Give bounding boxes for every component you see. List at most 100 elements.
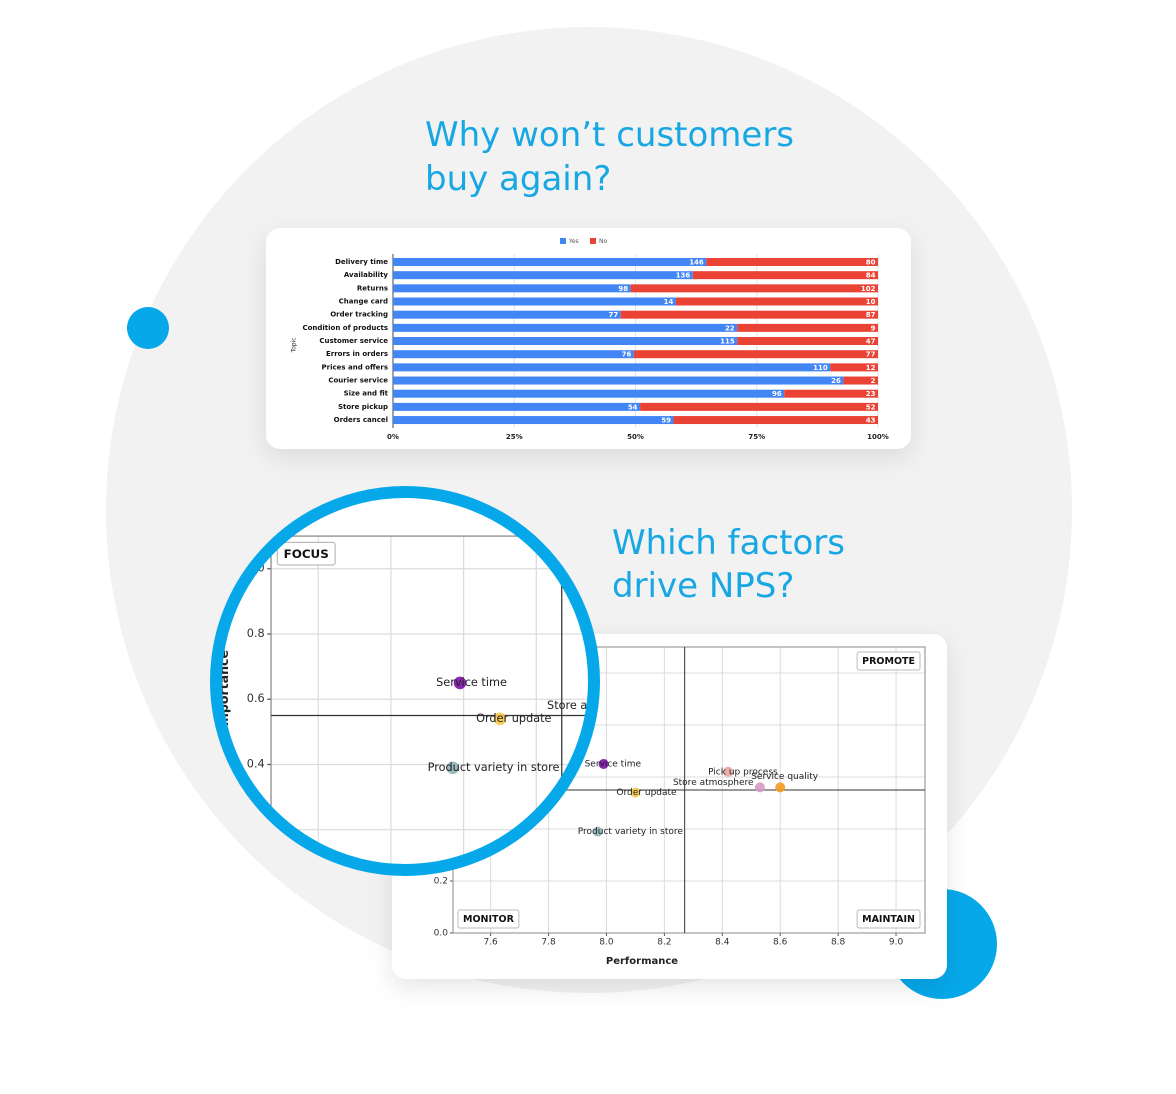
x-tick-label: 7.6	[483, 938, 498, 948]
x-tick-label: 8.8	[831, 938, 846, 948]
bar-segment	[640, 402, 878, 411]
bar-segment	[393, 416, 674, 425]
category-label: Delivery time	[335, 258, 388, 266]
y-tick-label: 0.4	[247, 757, 265, 770]
bar-segment	[393, 258, 707, 266]
point	[592, 826, 603, 837]
point	[630, 787, 641, 798]
bar-segment	[393, 337, 738, 346]
point	[754, 782, 765, 793]
value-label: 77	[866, 351, 876, 359]
heading-line: drive NPS?	[612, 566, 794, 606]
quadrant-label: FOCUS	[284, 547, 329, 561]
point	[775, 782, 786, 793]
point-label: Store atmosphere	[547, 699, 648, 712]
value-label: 9	[871, 324, 876, 332]
heading-line: buy again?	[425, 159, 611, 199]
point-label: Store atmosphere	[673, 778, 754, 788]
x-tick-label: 25%	[506, 433, 523, 441]
point-label: Order update	[476, 712, 551, 725]
point	[453, 676, 467, 690]
value-label: 12	[866, 364, 876, 372]
quadrant-box	[856, 909, 921, 929]
quadrant-label: PROMOTE	[862, 656, 915, 667]
bar-segment	[692, 271, 878, 280]
quadrant-label: MONITOR	[463, 914, 515, 925]
x-tick-label: 9.0	[889, 938, 904, 948]
x-tick-label: 8.0	[599, 938, 614, 948]
value-label: 110	[813, 364, 828, 372]
category-label: Store pickup	[338, 403, 388, 411]
value-label: 76	[622, 351, 632, 359]
point-label: Service time	[436, 676, 507, 689]
bar-segment	[393, 284, 631, 293]
quadrant-label: MAINTAIN	[862, 914, 915, 925]
value-label: 115	[720, 338, 735, 346]
value-label: 102	[861, 285, 876, 293]
category-label: Availability	[344, 271, 389, 279]
value-label: 43	[866, 417, 876, 425]
heading-line: Which factors	[612, 523, 845, 563]
x-tick-label: 8.2	[657, 938, 671, 948]
y-tick-label: 0.0	[247, 888, 265, 901]
category-label: Customer service	[319, 337, 388, 345]
point-label: Product variety in store	[428, 761, 560, 774]
bar-segment	[393, 402, 641, 411]
point	[723, 766, 734, 777]
bar-segment	[784, 389, 878, 398]
category-label: Order tracking	[330, 311, 388, 319]
bar-segment	[393, 310, 621, 319]
category-label: Size and fit	[344, 390, 389, 398]
value-label: 77	[608, 311, 618, 319]
bar-segment	[673, 416, 878, 425]
bar-chart: 0% 25% 50% 75% 100% Topic Yes No Delivery time 14…	[291, 238, 889, 441]
bar-segment	[830, 363, 878, 372]
value-label: 98	[618, 285, 628, 293]
point-label: Service quality	[751, 772, 819, 782]
value-label: 10	[866, 298, 876, 306]
x-tick-label: 100%	[867, 433, 889, 441]
category-label: Prices and offers	[322, 363, 388, 371]
x-axis-label: Performance	[606, 956, 678, 967]
value-label: 146	[689, 259, 704, 267]
bar-segment	[737, 323, 878, 332]
bar-segment	[620, 310, 878, 319]
bar-segment	[393, 323, 738, 332]
category-label: Errors in orders	[326, 350, 388, 358]
value-label: 47	[866, 338, 876, 346]
bar-segment	[630, 284, 878, 293]
category-label: Returns	[357, 284, 388, 292]
value-label: 14	[664, 298, 674, 306]
accent-dot	[127, 307, 169, 349]
legend-swatch	[590, 238, 596, 244]
value-label: 84	[866, 272, 876, 280]
bar-segment	[737, 337, 878, 346]
x-tick-label: 8.6	[773, 938, 788, 948]
category-label: Courier service	[328, 377, 388, 385]
category-label: Change card	[339, 298, 388, 306]
bar-segment	[393, 271, 693, 280]
point-label: Pick up process	[708, 767, 778, 777]
quadrant-box	[457, 909, 520, 929]
x-tick-label: 50%	[627, 433, 644, 441]
value-label: 96	[772, 390, 782, 398]
value-label: 26	[831, 377, 841, 385]
y-tick-label: 0.0	[434, 929, 449, 939]
point	[446, 761, 459, 775]
point-label: Order update	[616, 788, 677, 798]
category-label: Orders cancel	[334, 416, 388, 424]
point-label: Product variety in store	[578, 827, 684, 837]
y-tick-label: 0.8	[247, 627, 265, 640]
value-label: 52	[866, 403, 876, 411]
x-tick-label: 7.8	[541, 938, 556, 948]
bar-segment	[393, 350, 634, 359]
value-label: 2	[871, 377, 876, 385]
value-label: 54	[628, 403, 638, 411]
heading-line: Why won’t customers	[425, 115, 794, 155]
zoom-ring	[210, 486, 600, 876]
bar-segment	[675, 297, 878, 306]
bar-segment	[393, 363, 831, 372]
bar-segment	[633, 350, 878, 359]
x-tick-label: 75%	[748, 433, 765, 441]
